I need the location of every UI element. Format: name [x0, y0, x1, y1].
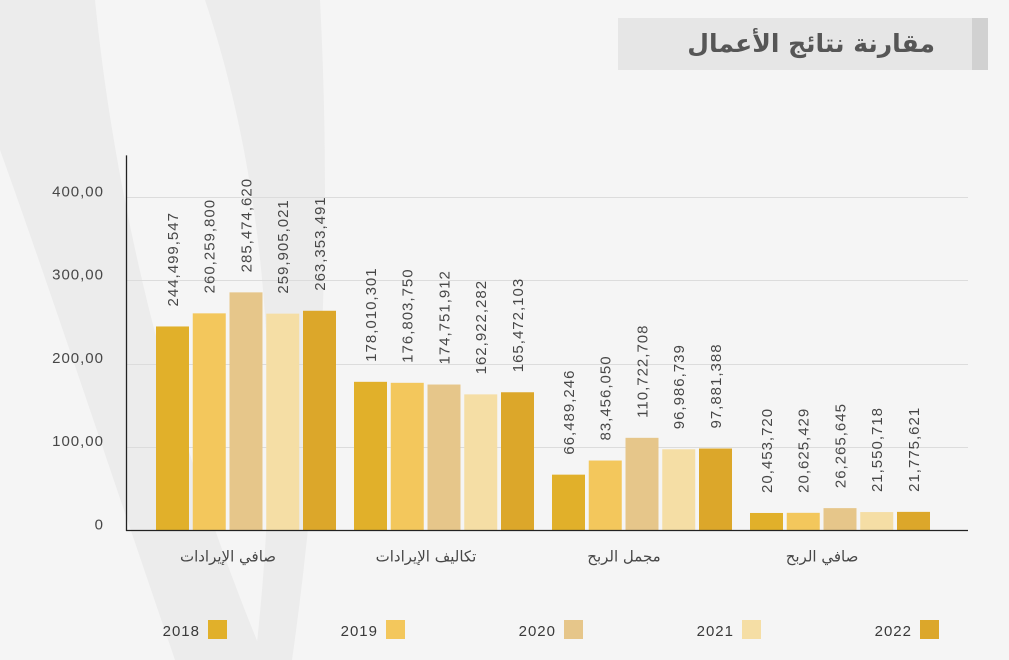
legend-item-2018: 2018: [163, 620, 227, 640]
data-label-2019-cost-of-revenue: 176,803,750: [400, 268, 417, 362]
bar-2020-cost-of-revenue: [427, 384, 461, 530]
bar-2019-net-revenue: [192, 313, 226, 530]
y-tick-label-300: 300,00: [52, 267, 104, 284]
bar-2022-net-revenue: [303, 310, 336, 530]
y-tick-label-200: 200,00: [52, 350, 104, 367]
bar-group-net-profit: [750, 508, 930, 530]
legend: 2018 2019 2020 2021 2022: [163, 620, 939, 640]
data-label-2022-cost-of-revenue: 165,472,103: [510, 278, 527, 372]
bar-2018-net-profit: [750, 512, 783, 530]
category-label-net-revenue: صافي الإيرادات: [180, 547, 276, 566]
data-label-2021-net-revenue: 259,905,021: [275, 199, 292, 293]
bar-2018-gross-profit: [552, 474, 585, 530]
y-tick-label-100: 100,00: [52, 433, 104, 450]
data-label-2018-gross-profit: 66,489,246: [561, 370, 578, 455]
category-label-net-profit: صافي الربح: [786, 547, 859, 566]
data-label-2022-net-profit: 21,775,621: [906, 407, 923, 492]
data-labels: 244,499,547 260,259,800 285,474,620 259,905…: [165, 178, 923, 493]
bar-2019-cost-of-revenue: [390, 382, 424, 530]
data-label-2018-net-revenue: 244,499,547: [165, 212, 182, 306]
legend-label-2021: 2021: [697, 623, 734, 640]
bar-2020-net-profit: [823, 508, 857, 530]
bar-2018-net-revenue: [156, 326, 189, 530]
data-label-2020-net-profit: 26,265,645: [832, 403, 849, 488]
data-label-2021-gross-profit: 96,986,739: [671, 344, 688, 429]
bar-group-net-revenue: [156, 292, 336, 530]
legend-item-2020: 2020: [519, 620, 583, 640]
data-label-2019-net-revenue: 260,259,800: [202, 199, 219, 293]
data-label-2021-cost-of-revenue: 162,922,282: [473, 280, 490, 374]
legend-item-2021: 2021: [697, 620, 761, 640]
bar-2019-gross-profit: [588, 460, 622, 530]
bar-group-gross-profit: [552, 437, 732, 530]
legend-swatch-2021: [742, 620, 761, 639]
legend-label-2022: 2022: [875, 623, 912, 640]
data-label-2021-net-profit: 21,550,718: [869, 407, 886, 492]
data-label-2019-gross-profit: 83,456,050: [598, 355, 615, 440]
y-tick-label-0: 0: [95, 516, 104, 533]
legend-label-2019: 2019: [341, 623, 378, 640]
bar-group-cost-of-revenue: [354, 381, 534, 530]
data-label-2020-net-revenue: 285,474,620: [238, 178, 255, 272]
bar-2021-cost-of-revenue: [464, 394, 498, 530]
bar-2021-net-profit: [860, 512, 894, 530]
data-label-2020-gross-profit: 110,722,708: [634, 325, 651, 418]
data-label-2018-net-profit: 20,453,720: [759, 408, 776, 493]
data-label-2018-cost-of-revenue: 178,010,301: [363, 267, 380, 361]
bar-2022-gross-profit: [699, 448, 732, 530]
legend-swatch-2018: [208, 620, 227, 639]
bar-2022-net-profit: [897, 511, 930, 530]
bar-2019-net-profit: [786, 512, 820, 530]
legend-swatch-2020: [564, 620, 583, 639]
legend-item-2022: 2022: [875, 620, 939, 640]
bar-2020-gross-profit: [625, 437, 659, 530]
legend-swatch-2022: [920, 620, 939, 639]
legend-swatch-2019: [386, 620, 405, 639]
data-label-2019-net-profit: 20,625,429: [796, 408, 813, 493]
category-label-cost-of-revenue: تكاليف الإيرادات: [376, 547, 477, 565]
bars: [156, 292, 930, 530]
y-tick-label-400: 400,00: [52, 183, 104, 200]
category-label-gross-profit: مجمل الربح: [587, 547, 660, 565]
legend-label-2018: 2018: [163, 623, 200, 640]
legend-label-2020: 2020: [519, 623, 556, 640]
y-axis-tick-labels: 400,00 300,00 200,00 100,00 0: [52, 183, 104, 533]
title-accent-bar: [972, 18, 988, 70]
data-label-2022-gross-profit: 97,881,388: [708, 343, 725, 428]
bar-2020-net-revenue: [229, 292, 263, 530]
legend-item-2019: 2019: [341, 620, 405, 640]
title-box: مقارنة نتائج الأعمال: [618, 18, 988, 70]
category-labels: صافي الإيرادات تكاليف الإيرادات مجمل الربح…: [180, 547, 858, 566]
bar-2022-cost-of-revenue: [501, 392, 534, 530]
data-label-2022-net-revenue: 263,353,491: [312, 196, 329, 290]
page-title: مقارنة نتائج الأعمال: [687, 29, 935, 58]
bar-2018-cost-of-revenue: [354, 381, 387, 530]
data-label-2020-cost-of-revenue: 174,751,912: [436, 270, 453, 364]
bar-2021-gross-profit: [662, 449, 696, 530]
bar-2021-net-revenue: [266, 313, 300, 530]
